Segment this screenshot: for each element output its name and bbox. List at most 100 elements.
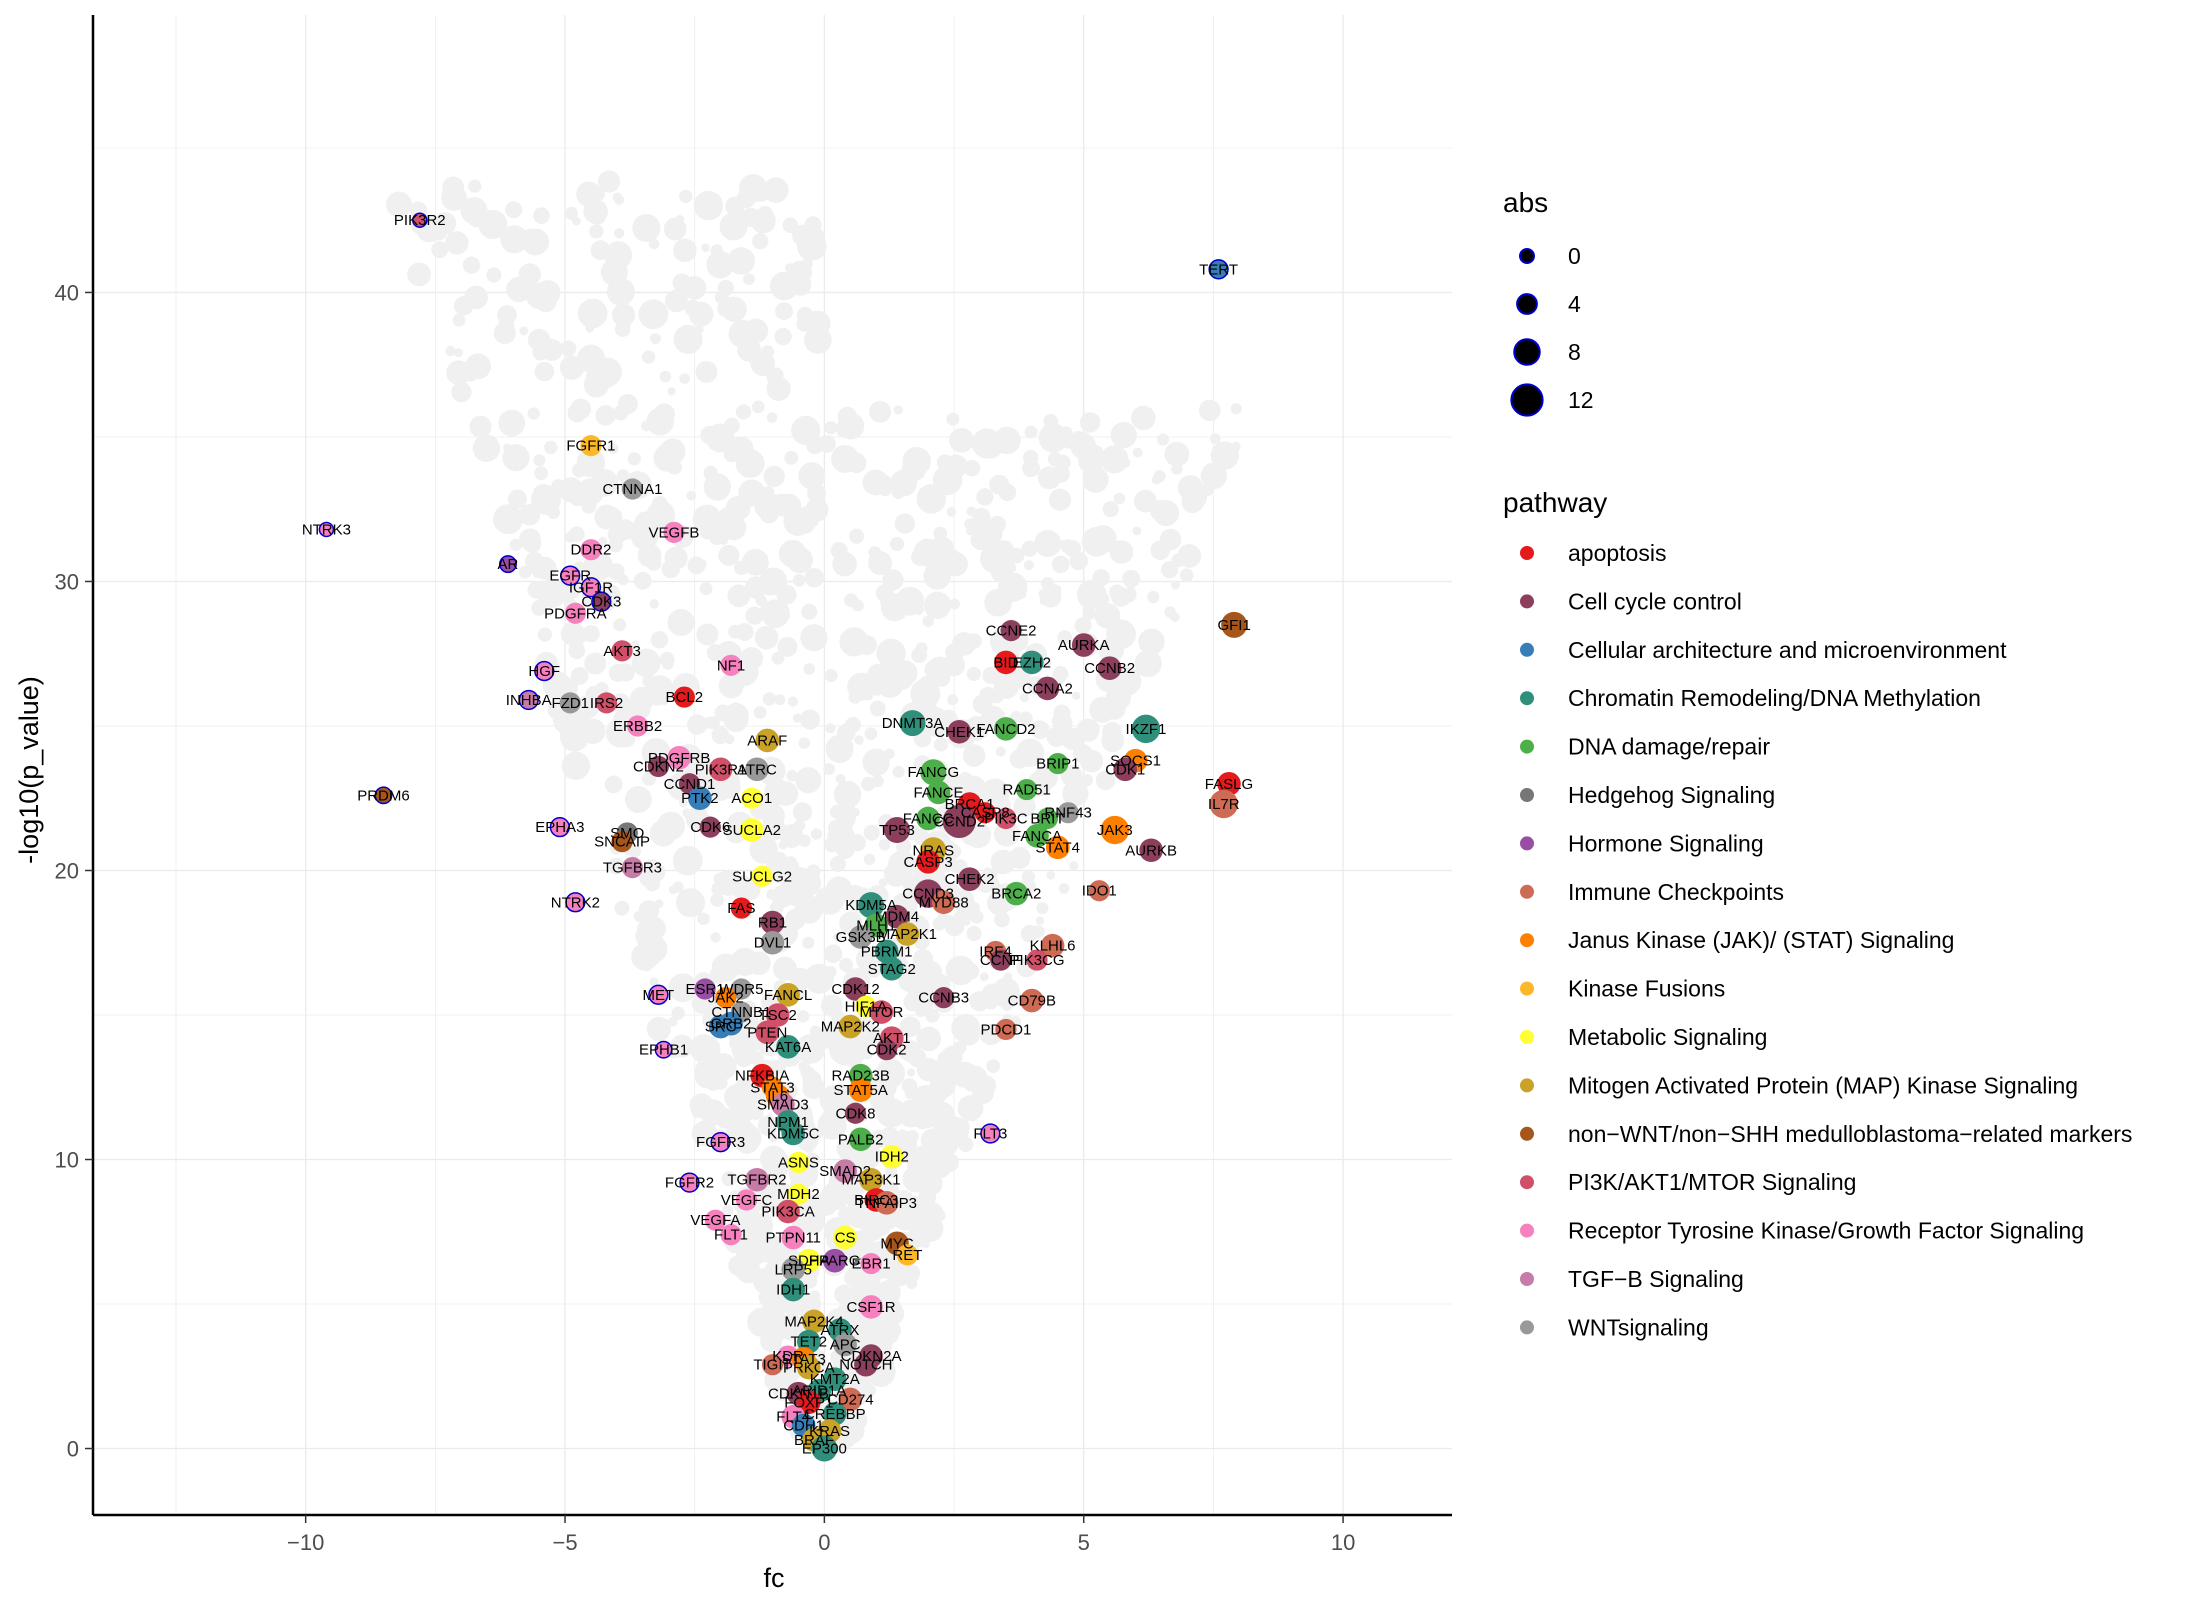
point-label: IDH2: [875, 1149, 909, 1166]
data-point: [374, 786, 393, 805]
point-label: CDKN1B: [768, 1386, 829, 1403]
background-point: [804, 963, 835, 994]
point-label: TSC2: [759, 1007, 797, 1024]
data-point: [621, 857, 644, 879]
background-point: [667, 608, 695, 637]
data-point: [822, 1248, 847, 1273]
color-legend-label: Metabolic Signaling: [1568, 1024, 1767, 1050]
color-legend-label: Chromatin Remodeling/DNA Methylation: [1568, 685, 1981, 711]
point-label: CASP3: [904, 854, 953, 871]
background-point: [916, 1026, 942, 1052]
point-label: ARAF: [747, 732, 787, 749]
background-point: [798, 462, 826, 490]
background-point: [651, 495, 668, 512]
background-point: [976, 488, 994, 506]
background-point: [887, 850, 916, 879]
data-point: [859, 1295, 883, 1319]
background-point: [706, 250, 734, 279]
background-point: [932, 1208, 946, 1223]
background-point: [774, 694, 786, 706]
background-point: [614, 321, 631, 338]
background-point: [803, 1081, 817, 1095]
point-label: BRIP1: [1036, 756, 1079, 773]
point-label: VEGFC: [721, 1192, 773, 1209]
color-legend-key: [1520, 981, 1534, 996]
point-label: NPM1: [767, 1114, 809, 1131]
background-point: [718, 544, 740, 566]
point-label: PDGFRA: [544, 605, 607, 622]
background-point: [881, 1217, 894, 1230]
background-point: [532, 484, 553, 504]
background-point: [839, 1431, 856, 1448]
point-label: FANCA: [1012, 828, 1062, 845]
background-point: [1052, 666, 1069, 682]
point-label: BRCA2: [991, 886, 1041, 903]
data-point: [781, 1225, 806, 1250]
data-point: [797, 1390, 821, 1415]
background-point: [994, 982, 1021, 1009]
background-point: [598, 170, 621, 193]
background-point: [769, 1133, 779, 1143]
point-label: SRC: [705, 1019, 737, 1036]
color-legend-key: [1520, 1272, 1534, 1286]
background-point: [1151, 475, 1162, 485]
point-label: SOCS1: [1110, 753, 1161, 770]
point-label: CCNA2: [1022, 680, 1073, 697]
point-label: IDO1: [1082, 883, 1117, 900]
color-legend-label: Cellular architecture and microenvironme…: [1568, 637, 2007, 663]
data-point: [797, 1355, 821, 1380]
legend: abs pathway 0 4 8 12 apoptosis Cell cycle con…: [1503, 187, 2132, 1340]
data-point: [595, 692, 618, 714]
data-point: [647, 755, 669, 778]
background-point: [1134, 649, 1162, 678]
background-point: [768, 614, 778, 624]
point-label: KDM5A: [845, 897, 897, 914]
background-point: [1080, 773, 1093, 787]
background-point: [997, 583, 1014, 600]
background-point: [837, 406, 857, 426]
background-point: [920, 676, 931, 687]
background-point: [889, 536, 905, 552]
point-label: CCNF: [980, 952, 1022, 969]
background-point: [796, 505, 820, 530]
background-point: [894, 513, 916, 534]
background-point: [879, 1259, 890, 1270]
point-label: MTOR: [859, 1004, 903, 1021]
background-point: [923, 562, 952, 590]
background-point: [774, 327, 792, 346]
point-label: TIGIT: [753, 1357, 791, 1374]
point-label: TGFBR2: [727, 1172, 786, 1189]
point-label: ERBB2: [613, 718, 662, 735]
background-point: [1147, 590, 1160, 604]
point-label: NTRK3: [302, 521, 351, 538]
background-point: [653, 403, 675, 425]
background-point: [805, 630, 826, 651]
background-point: [869, 400, 891, 423]
background-point: [937, 1051, 954, 1067]
point-label: KDM5C: [767, 1125, 820, 1142]
data-point: [699, 816, 721, 838]
color-legend-key: [1520, 546, 1534, 560]
point-label: APC: [830, 1336, 861, 1353]
point-label: CDH1: [783, 1417, 824, 1434]
x-tick-label: 5: [1078, 1530, 1090, 1555]
background-point: [1159, 528, 1182, 551]
point-label: BRCA1: [945, 796, 995, 813]
background-point: [828, 1117, 840, 1129]
background-point: [743, 273, 755, 286]
size-legend-label: 8: [1568, 339, 1581, 365]
data-point: [765, 1003, 790, 1027]
point-label: FANCD2: [976, 721, 1035, 738]
data-point: [895, 922, 920, 946]
point-label: AURKB: [1125, 842, 1177, 859]
data-point: [843, 977, 868, 1001]
background-point: [527, 407, 540, 420]
size-legend-label: 12: [1568, 387, 1594, 413]
point-label: HGF: [528, 663, 560, 680]
color-legend-label: Hormone Signaling: [1568, 830, 1764, 856]
background-point: [710, 893, 724, 907]
data-point: [715, 987, 737, 1009]
size-legend-key: [1516, 293, 1538, 315]
background-point: [1110, 421, 1137, 449]
data-point: [1100, 815, 1130, 845]
